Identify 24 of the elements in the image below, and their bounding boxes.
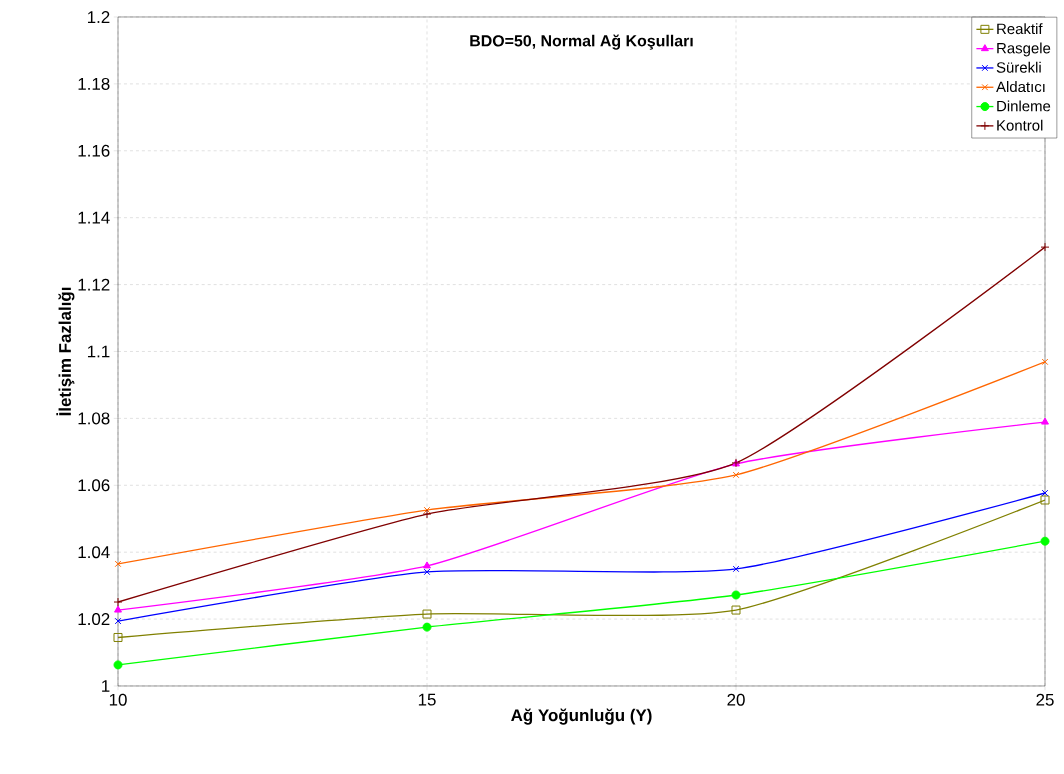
legend-label: Dinleme xyxy=(997,100,1051,112)
x-tick-label: 25 xyxy=(1036,693,1054,706)
y-axis-title: İletişim Fazlalığı xyxy=(56,287,75,416)
legend-label: Kontrol xyxy=(997,119,1043,131)
y-tick-label: 1.2 xyxy=(87,11,110,23)
legend-label: Sürekli xyxy=(996,61,1041,73)
y-tick-label: 1.06 xyxy=(78,479,110,492)
x-axis-title: Ağ Yoğunluğu (Y) xyxy=(511,708,652,725)
legend-label: Rasgele xyxy=(997,42,1051,57)
y-tick-label: 1.12 xyxy=(78,278,110,291)
x-tick-label: 10 xyxy=(109,693,127,706)
x-tick-label: 20 xyxy=(727,693,745,706)
y-tick-label: 1.1 xyxy=(87,345,110,358)
y-tick-label: 1.04 xyxy=(78,546,110,559)
y-tick-label: 1.18 xyxy=(78,77,110,90)
y-tick-label: 1.08 xyxy=(78,412,110,425)
legend-label: Reaktif xyxy=(997,23,1043,35)
y-tick-label: 1 xyxy=(102,680,110,692)
y-tick-label: 1.14 xyxy=(78,211,110,224)
legend-label: Aldatıcı xyxy=(996,81,1045,93)
x-tick-label: 15 xyxy=(418,693,436,706)
y-tick-label: 1.16 xyxy=(78,144,110,157)
y-tick-label: 1.02 xyxy=(78,613,110,626)
text: BDO=50, Normal Ağ Koşulları xyxy=(470,34,693,50)
